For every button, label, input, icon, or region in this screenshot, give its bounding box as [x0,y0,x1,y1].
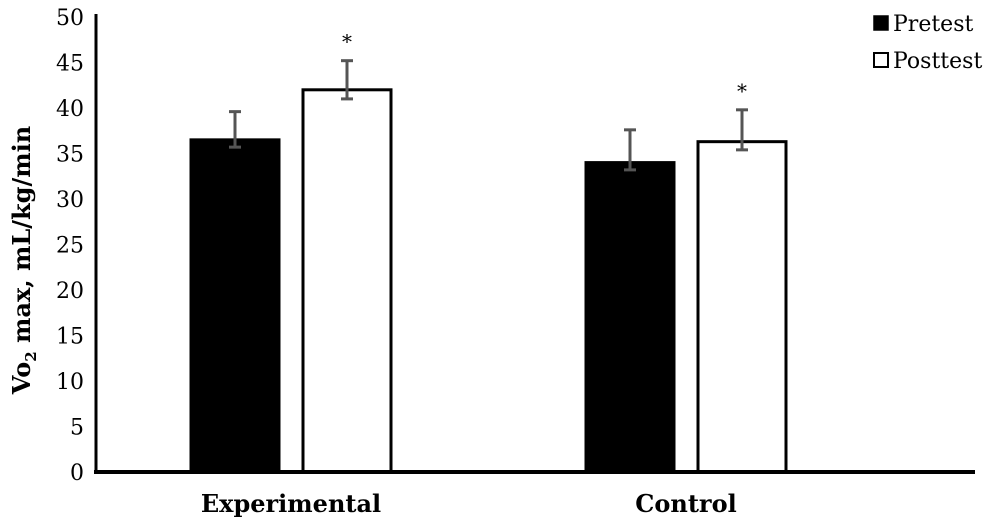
legend: Pretest Posttest [873,12,982,74]
y-axis-title-main: Vo [7,362,36,395]
y-tick-label: 15 [56,325,84,350]
legend-label-posttest: Posttest [893,49,982,74]
y-tick-label: 35 [56,143,84,168]
legend-label-pretest: Pretest [893,12,973,37]
bar-pretest [189,138,281,474]
y-tick-label: 45 [56,52,84,77]
x-category-label: Control [635,489,736,518]
y-tick-label: 50 [56,6,84,31]
x-category-label: Experimental [201,489,381,518]
bar-pretest [584,161,676,474]
y-tick-label: 0 [70,461,84,486]
y-tick-label: 30 [56,188,84,213]
y-axis-title-subscript: 2 [22,351,40,361]
bars-group [189,88,788,474]
y-axis-title-rest: max, mL/kg/min [7,126,36,352]
error-bars-group [229,59,748,172]
y-tick-label: 40 [56,97,84,122]
significance-marks-group: ** [342,30,747,103]
legend-swatch-posttest [873,52,889,68]
y-tick-label: 25 [56,234,84,259]
significance-marker: * [737,79,747,103]
legend-swatch-pretest [873,15,889,31]
y-tick-label: 10 [56,370,84,395]
x-axis-categories: Experimental Control [201,489,737,518]
bar-posttest [696,140,788,474]
y-axis-ticks: 0 5 10 15 20 25 30 35 40 45 50 [56,6,84,486]
y-tick-label: 5 [70,416,84,441]
y-tick-label: 20 [56,279,84,304]
y-axis-title: Vo2 max, mL/kg/min [7,126,40,395]
significance-marker: * [342,30,352,54]
bar-posttest [301,88,393,474]
